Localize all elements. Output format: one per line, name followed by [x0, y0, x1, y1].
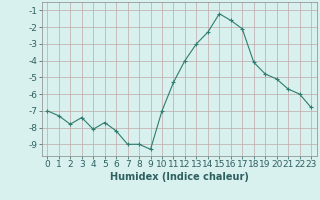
X-axis label: Humidex (Indice chaleur): Humidex (Indice chaleur)	[110, 172, 249, 182]
